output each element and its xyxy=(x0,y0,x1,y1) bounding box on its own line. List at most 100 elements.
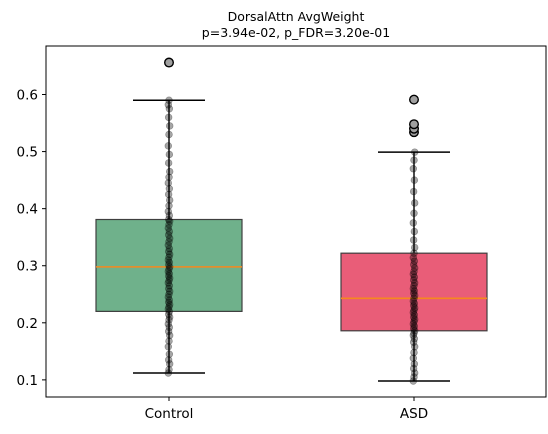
box-group-control xyxy=(95,57,243,377)
data-point xyxy=(409,289,418,297)
data-point xyxy=(164,298,173,306)
data-point xyxy=(165,265,173,273)
data-point xyxy=(410,156,418,164)
data-point xyxy=(164,256,173,264)
data-point xyxy=(164,159,173,167)
data-point xyxy=(164,343,173,351)
data-point xyxy=(164,179,173,187)
outlier-point xyxy=(163,57,174,68)
axes-frame xyxy=(45,45,547,398)
data-point xyxy=(410,335,419,343)
data-point xyxy=(165,211,174,220)
data-point xyxy=(164,305,173,313)
data-point xyxy=(165,296,174,304)
data-point xyxy=(409,276,418,284)
data-point xyxy=(165,316,173,324)
data-point xyxy=(164,101,173,109)
data-point xyxy=(164,327,173,336)
y-axis: 0.1 0.2 0.3 0.4 0.5 0.6 xyxy=(17,88,46,389)
data-point xyxy=(410,294,418,302)
data-point xyxy=(164,267,173,276)
data-point xyxy=(165,202,173,210)
data-point xyxy=(164,310,173,318)
data-point xyxy=(165,307,174,316)
data-point xyxy=(166,167,174,176)
data-point xyxy=(411,291,419,300)
data-point xyxy=(409,187,418,196)
data-point xyxy=(411,327,419,335)
data-point xyxy=(166,287,174,296)
data-point xyxy=(409,297,417,305)
data-point xyxy=(411,343,419,351)
data-point xyxy=(411,243,419,252)
data-point xyxy=(165,96,173,104)
data-point xyxy=(410,257,419,265)
data-point xyxy=(164,284,173,293)
data-point xyxy=(411,279,419,287)
chart-title: DorsalAttn AvgWeight xyxy=(228,9,365,24)
data-point xyxy=(410,273,419,281)
data-point xyxy=(409,320,417,328)
data-point xyxy=(409,331,417,340)
outlier-point xyxy=(409,119,420,130)
data-point xyxy=(166,122,174,130)
data-point xyxy=(165,220,173,229)
data-point xyxy=(164,369,173,377)
data-point xyxy=(410,329,418,337)
data-point xyxy=(409,308,417,317)
data-point xyxy=(410,311,419,319)
data-point xyxy=(166,274,174,282)
outlier-point xyxy=(409,94,420,105)
data-point xyxy=(410,176,419,184)
data-point xyxy=(165,270,174,278)
data-point xyxy=(411,304,419,312)
data-point xyxy=(165,253,173,261)
data-point xyxy=(410,360,419,368)
data-point xyxy=(164,320,173,328)
iqr-box xyxy=(95,218,243,312)
data-point xyxy=(165,150,174,159)
data-point xyxy=(409,338,418,346)
data-point xyxy=(166,196,174,204)
data-point xyxy=(164,231,173,239)
data-point xyxy=(409,165,417,173)
y-tick-label: 0.2 xyxy=(17,316,38,332)
data-point xyxy=(410,317,418,326)
chart-subtitle: p=3.94e-02, p_FDR=3.20e-01 xyxy=(202,25,390,40)
y-tick-label: 0.6 xyxy=(17,88,38,104)
data-point xyxy=(410,373,418,381)
data-point xyxy=(410,267,418,276)
data-point xyxy=(410,299,419,308)
data-point xyxy=(409,364,418,373)
data-point xyxy=(165,184,174,193)
data-point xyxy=(165,258,174,267)
x-tick-label: Control xyxy=(145,406,194,422)
data-point xyxy=(409,313,418,321)
data-point xyxy=(409,377,417,385)
data-point xyxy=(165,350,174,358)
data-point xyxy=(165,337,173,345)
data-point xyxy=(409,324,418,333)
data-point xyxy=(409,284,417,293)
x-axis: Control ASD xyxy=(145,397,428,422)
data-point xyxy=(409,236,418,244)
data-point xyxy=(409,354,417,362)
data-point xyxy=(165,282,174,290)
data-point xyxy=(165,238,173,246)
data-point xyxy=(164,207,173,216)
data-point xyxy=(410,348,418,357)
box-group-asd xyxy=(340,94,488,385)
data-point xyxy=(165,365,173,374)
y-tick-label: 0.4 xyxy=(17,202,38,218)
data-point xyxy=(164,272,173,280)
data-point xyxy=(410,322,419,330)
data-point xyxy=(164,142,173,150)
data-point xyxy=(164,356,173,364)
data-point xyxy=(164,247,173,256)
data-point xyxy=(164,293,173,301)
data-point xyxy=(411,264,419,272)
data-point xyxy=(409,301,418,310)
data-point xyxy=(411,315,419,324)
data-point xyxy=(165,173,173,181)
data-point xyxy=(411,369,419,377)
